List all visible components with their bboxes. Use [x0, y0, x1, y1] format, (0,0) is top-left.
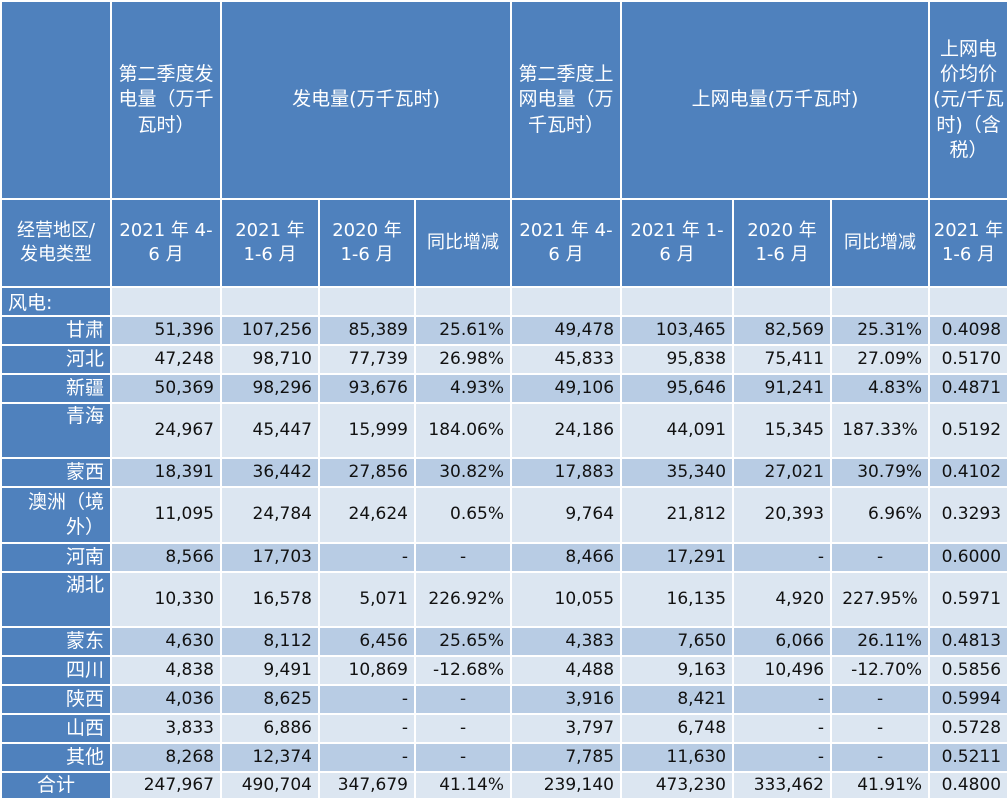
region-label: 新疆 [0, 373, 112, 404]
header-gen-2021: 2021 年 1-6 月 [220, 198, 320, 288]
table-row: 陕西 4,036 8,625 - - 3,916 8,421 - - 0.599… [0, 684, 1007, 715]
region-label: 蒙西 [0, 457, 112, 488]
region-label: 甘肃 [0, 315, 112, 346]
header-grid-2020: 2020 年 1-6 月 [732, 198, 833, 288]
table-row: 湖北 10,330 16,578 5,071 226.92% 10,055 16… [0, 571, 1007, 628]
region-label: 河北 [0, 344, 112, 375]
header-gen-yoy: 同比增减 [413, 198, 513, 288]
header-grid-group: 上网电量(万千瓦时) [620, 0, 931, 200]
region-label: 其他 [0, 742, 112, 773]
total-row: 合计 247,967 490,704 347,679 41.14% 239,14… [0, 771, 1007, 800]
total-label: 合计 [0, 771, 112, 800]
header-q2-grid: 第二季度上网电量（万千瓦时） [510, 0, 623, 200]
table-row: 河北 47,248 98,710 77,739 26.98% 45,833 95… [0, 344, 1007, 375]
region-label: 山西 [0, 713, 112, 744]
category-row: 风电: [0, 286, 1007, 317]
table-row: 青海 24,967 45,447 15,999 184.06% 24,186 4… [0, 402, 1007, 459]
table-row: 甘肃 51,396 107,256 85,389 25.61% 49,478 1… [0, 315, 1007, 346]
table-row: 其他 8,268 12,374 - - 7,785 11,630 - - 0.5… [0, 742, 1007, 773]
region-label: 青海 [0, 402, 112, 459]
header-grid-2021: 2021 年 1-6 月 [620, 198, 735, 288]
region-label: 四川 [0, 655, 112, 686]
corner-cell [0, 0, 112, 200]
header-price: 上网电价均价(元/千瓦时)（含税） [928, 0, 1007, 200]
header-row-sub: 经营地区/发电类型 2021 年 4-6 月 2021 年 1-6 月 2020… [0, 198, 1007, 288]
header-row-top: 第二季度发电量（万千瓦时） 发电量(万千瓦时) 第二季度上网电量（万千瓦时） 上… [0, 0, 1007, 200]
table-row: 蒙东 4,630 8,112 6,456 25.65% 4,383 7,650 … [0, 626, 1007, 657]
category-label: 风电: [0, 286, 112, 317]
header-price-period: 2021 年 1-6 月 [928, 198, 1007, 288]
region-label: 河南 [0, 542, 112, 573]
header-grid-yoy: 同比增减 [830, 198, 931, 288]
table-row: 澳洲（境外） 11,095 24,784 24,624 0.65% 9,764 … [0, 486, 1007, 544]
header-q2-generation: 第二季度发电量（万千瓦时） [110, 0, 222, 200]
header-gen-2020: 2020 年 1-6 月 [318, 198, 416, 288]
table-row: 河南 8,566 17,703 - - 8,466 17,291 - - 0.6… [0, 542, 1007, 573]
region-label: 蒙东 [0, 626, 112, 657]
region-label: 澳洲（境外） [0, 486, 112, 544]
region-label: 湖北 [0, 571, 112, 628]
table-row: 蒙西 18,391 36,442 27,856 30.82% 17,883 35… [0, 457, 1007, 488]
header-grid-q2-period: 2021 年 4-6 月 [510, 198, 623, 288]
table-row: 四川 4,838 9,491 10,869 -12.68% 4,488 9,16… [0, 655, 1007, 686]
header-gen-q2-period: 2021 年 4-6 月 [110, 198, 222, 288]
header-region-type: 经营地区/发电类型 [0, 198, 112, 288]
region-label: 陕西 [0, 684, 112, 715]
table-row: 新疆 50,369 98,296 93,676 4.93% 49,106 95,… [0, 373, 1007, 404]
header-generation-group: 发电量(万千瓦时) [219, 0, 513, 200]
table-row: 山西 3,833 6,886 - - 3,797 6,748 - - 0.572… [0, 713, 1007, 744]
